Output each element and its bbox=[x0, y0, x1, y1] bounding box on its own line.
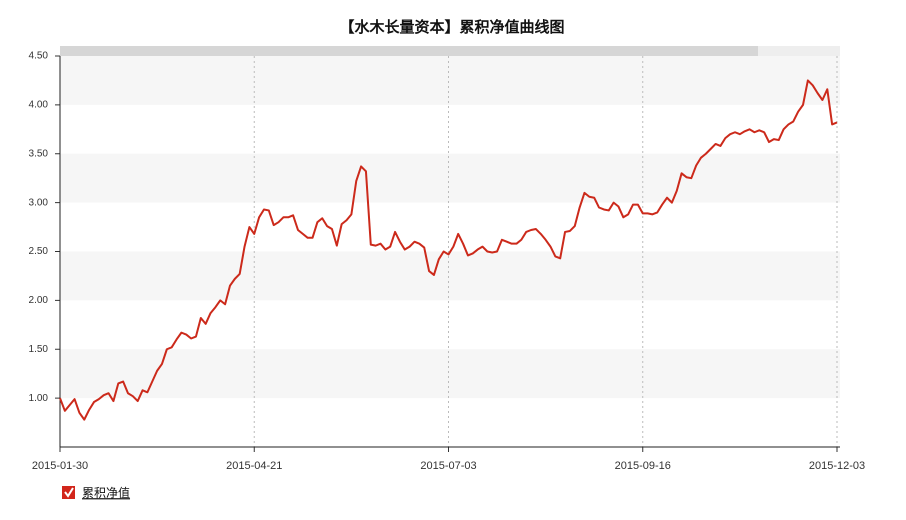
y-tick-label: 3.00 bbox=[29, 197, 49, 208]
legend[interactable]: 累积净值 bbox=[62, 485, 130, 500]
grid-band bbox=[60, 251, 840, 301]
legend-label[interactable]: 累积净值 bbox=[82, 485, 130, 500]
x-tick-label: 2015-12-03 bbox=[809, 460, 865, 472]
x-tick-label: 2015-07-03 bbox=[420, 460, 476, 472]
scrollbar-thumb[interactable] bbox=[60, 46, 758, 56]
grid-band bbox=[60, 153, 840, 203]
y-tick-label: 1.50 bbox=[29, 344, 49, 355]
grid-band bbox=[60, 56, 840, 105]
y-tick-label: 2.00 bbox=[29, 295, 49, 306]
chart-title: 【水木长量资本】累积净值曲线图 bbox=[339, 18, 564, 36]
grid-band bbox=[60, 349, 840, 399]
y-tick-label: 4.00 bbox=[29, 100, 49, 111]
check-mark bbox=[64, 487, 74, 498]
y-tick-label: 1.00 bbox=[29, 393, 49, 404]
x-tick-label: 2015-04-21 bbox=[226, 460, 282, 472]
data-line bbox=[59, 79, 838, 421]
y-tick-label: 2.50 bbox=[29, 246, 49, 257]
y-tick-label: 4.50 bbox=[29, 51, 49, 62]
x-tick-label: 2015-09-16 bbox=[615, 460, 671, 472]
x-tick-label: 2015-01-30 bbox=[32, 460, 88, 472]
y-tick-label: 3.50 bbox=[29, 148, 49, 159]
